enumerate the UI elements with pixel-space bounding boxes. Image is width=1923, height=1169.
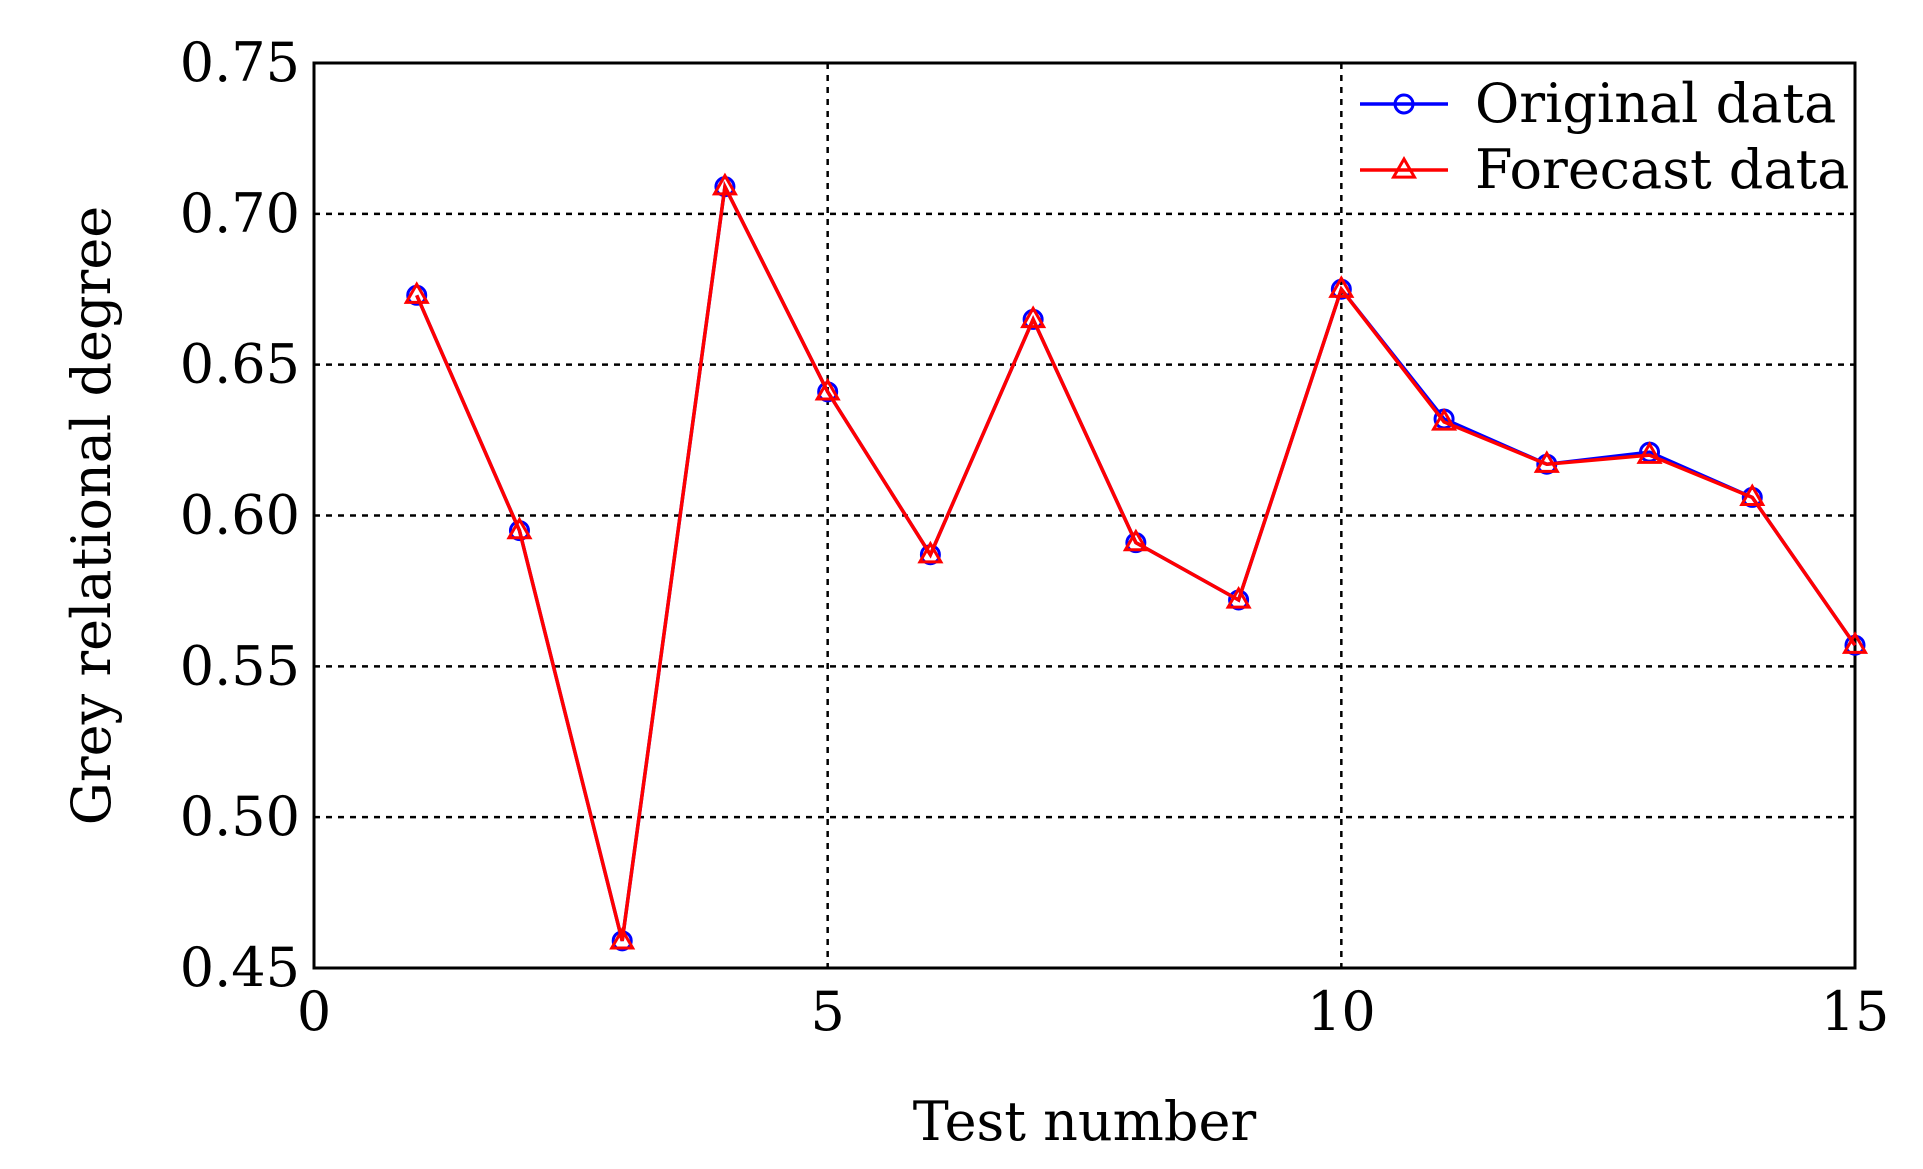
y-tick-label: 0.60 [180, 484, 300, 547]
x-tick-label: 15 [1821, 980, 1890, 1043]
legend-item-original: Original data [1360, 72, 1836, 135]
y-axis-title: Grey relational degree [60, 206, 123, 826]
data-point-triangle [506, 516, 533, 540]
data-point-triangle [1431, 407, 1458, 431]
series-line [415, 180, 1857, 942]
data-point-triangle [1122, 528, 1149, 552]
x-tick-label: 5 [810, 980, 844, 1043]
data-point-triangle [1841, 631, 1869, 654]
data-point-triangle [1636, 441, 1663, 464]
legend-label-original: Original data [1475, 72, 1836, 135]
y-tick-label: 0.75 [180, 31, 300, 94]
series-forecast [403, 172, 1869, 950]
legend: Original data Forecast data [1345, 70, 1850, 210]
legend-background [1345, 70, 1850, 210]
grid-lines [314, 63, 1855, 968]
data-point-triangle [711, 172, 738, 196]
data-point-triangle [609, 926, 636, 950]
data-point-triangle [1533, 450, 1560, 473]
y-tick-label: 0.70 [180, 182, 300, 245]
y-tick-label: 0.55 [180, 634, 300, 697]
y-tick-label: 0.65 [180, 333, 300, 396]
series-original [406, 176, 1866, 952]
data-point-triangle [1328, 275, 1355, 298]
y-tick-label: 0.50 [180, 785, 300, 848]
x-axis-title: Test number [913, 1090, 1257, 1153]
legend-label-forecast: Forecast data [1475, 138, 1849, 201]
data-point-triangle [1020, 305, 1047, 329]
data-series [403, 172, 1869, 952]
x-tick-label: 10 [1307, 980, 1376, 1043]
x-tick-label: 0 [297, 980, 331, 1043]
data-point-triangle [917, 540, 944, 564]
legend-marker-circle [1393, 93, 1415, 115]
data-point-triangle [1225, 585, 1252, 609]
legend-item-forecast: Forecast data [1360, 138, 1849, 201]
plot-frame [312, 61, 1857, 970]
series-line [415, 180, 1857, 942]
y-tick-label: 0.45 [180, 936, 300, 999]
data-point-triangle [403, 281, 430, 304]
data-point-triangle [1739, 483, 1766, 507]
legend-marker-triangle [1390, 155, 1418, 179]
axis-ticks: 0.45 0.50 0.55 0.60 0.65 0.70 0.75 0 5 10 15 [180, 31, 1890, 1043]
data-point-triangle [814, 377, 841, 401]
